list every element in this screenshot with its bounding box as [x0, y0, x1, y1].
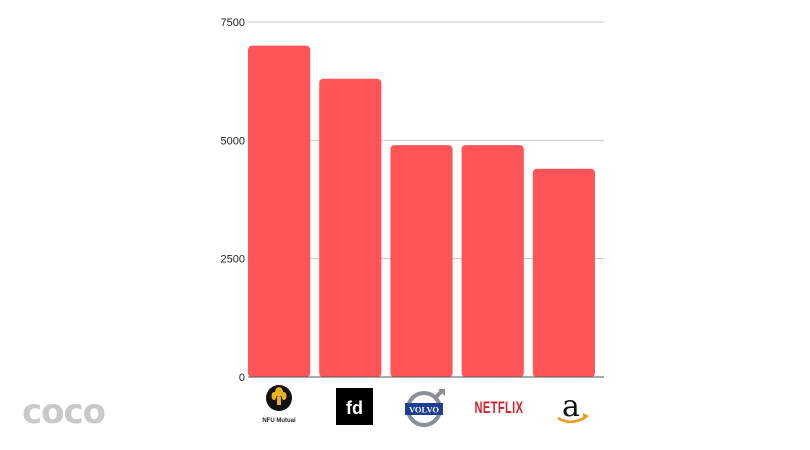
y-tick-label: 0 — [239, 372, 245, 384]
volvo-label: VOLVO — [409, 405, 439, 415]
bar-a — [532, 168, 595, 377]
bar-nfu-mutual — [248, 45, 311, 378]
bars — [248, 45, 595, 378]
fd-label: fd — [346, 398, 363, 418]
amazon-logo: a — [557, 389, 589, 424]
nfu-mutual-logo: NFU Mutual — [262, 385, 296, 424]
y-axis-ticks: 0 2500 5000 7500 — [221, 17, 245, 384]
y-tick-label: 7500 — [221, 17, 245, 29]
netflix-logo: NETFLIX — [475, 398, 524, 417]
x-axis-logos: NFU Mutual fd VOLVO NETFLIX a — [262, 385, 589, 427]
amazon-label: a — [562, 389, 580, 424]
bar-fd — [319, 78, 382, 378]
volvo-logo: VOLVO — [405, 389, 445, 427]
bar-netflix — [461, 145, 524, 377]
y-tick-label: 2500 — [221, 254, 245, 266]
fd-logo: fd — [336, 388, 373, 425]
bar-volvo — [390, 145, 453, 377]
coco-watermark: coco — [22, 392, 106, 432]
nfu-mutual-label: NFU Mutual — [262, 418, 296, 424]
netflix-label: NETFLIX — [475, 398, 524, 417]
y-tick-label: 5000 — [221, 135, 245, 147]
